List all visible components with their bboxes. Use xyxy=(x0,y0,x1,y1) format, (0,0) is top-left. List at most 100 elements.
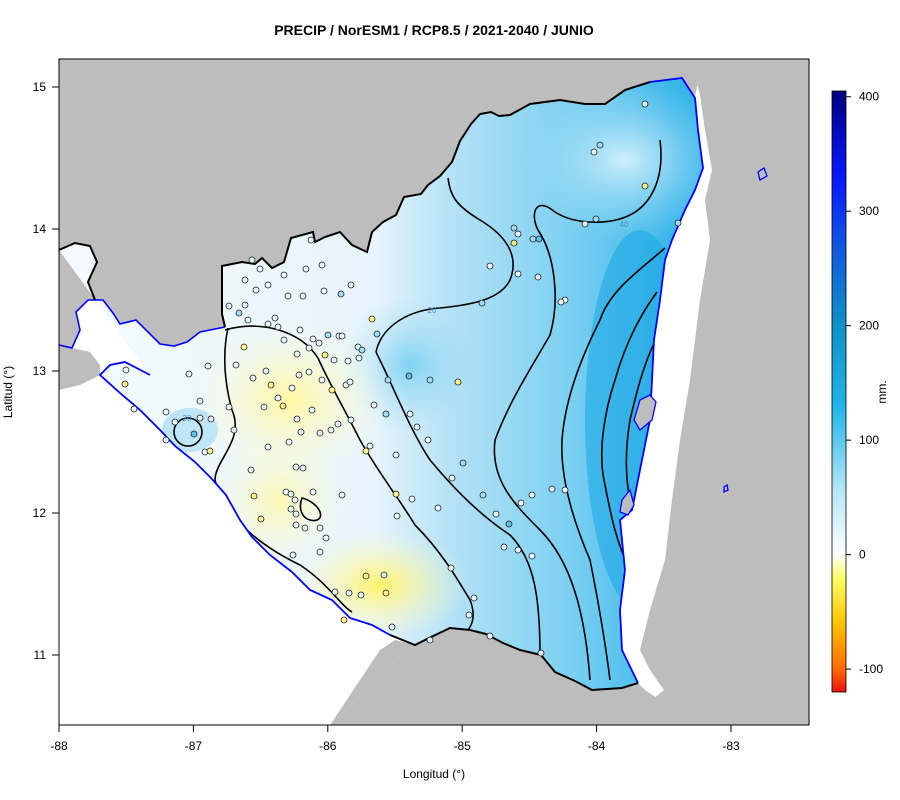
station-marker xyxy=(285,438,293,446)
contour-line-20 xyxy=(375,177,514,353)
station-marker xyxy=(347,281,355,289)
station-marker xyxy=(322,534,330,542)
station-marker xyxy=(280,336,288,344)
station-marker xyxy=(321,351,329,359)
station-marker xyxy=(561,486,569,494)
station-marker xyxy=(548,485,556,493)
station-marker xyxy=(413,423,421,431)
station-marker xyxy=(162,436,170,444)
station-marker xyxy=(641,182,649,190)
colorbar-tick-label: 100 xyxy=(859,433,879,447)
station-marker xyxy=(478,299,486,307)
station-marker xyxy=(392,490,400,498)
station-marker xyxy=(257,515,265,523)
station-marker xyxy=(592,215,600,223)
station-marker xyxy=(382,589,390,597)
station-marker xyxy=(384,376,392,384)
contour-label-20-west: 20 xyxy=(183,414,192,423)
station-marker xyxy=(528,552,536,560)
x-tick-label: -86 xyxy=(319,739,337,753)
gulf-fonseca-coast xyxy=(59,299,226,349)
station-marker xyxy=(327,426,335,434)
pacific-coastline xyxy=(98,361,391,636)
station-marker xyxy=(514,230,522,238)
station-marker xyxy=(292,510,300,518)
station-marker xyxy=(529,235,537,243)
station-marker xyxy=(535,235,543,243)
station-marker xyxy=(590,148,598,156)
station-marker xyxy=(247,466,255,474)
station-marker xyxy=(295,371,303,379)
station-marker xyxy=(448,474,456,482)
station-marker xyxy=(309,335,317,343)
station-marker xyxy=(207,415,215,423)
station-marker xyxy=(514,546,522,554)
y-tick-label: 12 xyxy=(33,506,47,520)
station-marker xyxy=(510,224,518,232)
station-marker xyxy=(424,436,432,444)
station-marker xyxy=(318,376,326,384)
station-marker xyxy=(293,415,301,423)
west-landmass xyxy=(59,345,100,390)
station-marker xyxy=(596,141,604,149)
station-marker xyxy=(267,381,275,389)
station-marker xyxy=(316,524,324,532)
costa-rica-border xyxy=(389,626,639,692)
x-tick-label: -87 xyxy=(185,739,203,753)
honduras-border xyxy=(59,81,651,328)
station-marker xyxy=(316,548,324,556)
station-marker xyxy=(514,270,522,278)
station-marker xyxy=(331,588,339,596)
station-marker xyxy=(492,510,500,518)
contour-line-20-south xyxy=(375,351,541,657)
lagoon-perlas xyxy=(619,488,635,516)
station-marker xyxy=(347,416,355,424)
precip-north-light-area xyxy=(515,78,703,245)
station-marker xyxy=(256,265,264,273)
station-marker xyxy=(479,491,487,499)
station-marker xyxy=(297,428,305,436)
station-marker xyxy=(264,443,272,451)
map-title: PRECIP / NorESM1 / RCP8.5 / 2021-2040 / … xyxy=(274,22,594,38)
station-marker xyxy=(305,368,313,376)
contour-label-40: 40 xyxy=(620,220,629,229)
station-marker xyxy=(289,551,297,559)
station-marker xyxy=(340,616,348,624)
station-marker xyxy=(388,623,396,631)
station-marker xyxy=(380,571,388,579)
station-marker xyxy=(284,292,292,300)
station-marker xyxy=(196,397,204,405)
station-marker xyxy=(338,332,346,340)
station-marker xyxy=(358,346,366,354)
station-marker xyxy=(235,309,243,317)
station-marker xyxy=(641,100,649,108)
station-marker xyxy=(334,420,342,428)
station-marker xyxy=(373,330,381,338)
contour-line-0 xyxy=(214,327,353,613)
station-marker xyxy=(324,331,332,339)
station-marker xyxy=(316,429,324,437)
station-marker xyxy=(674,219,682,227)
station-marker xyxy=(248,256,256,264)
colorbar-tick-label: 300 xyxy=(859,204,879,218)
station-marker xyxy=(470,594,478,602)
station-marker xyxy=(293,350,301,358)
station-marker xyxy=(309,488,317,496)
station-marker xyxy=(260,403,268,411)
x-tick-label: -85 xyxy=(454,739,472,753)
station-marker xyxy=(206,447,214,455)
y-tick-label: 13 xyxy=(33,364,47,378)
station-marker xyxy=(454,378,462,386)
station-marker xyxy=(252,286,260,294)
honduras-landmass xyxy=(59,59,809,346)
station-marker xyxy=(196,414,204,422)
station-marker xyxy=(534,273,542,281)
contour-line-60 xyxy=(561,247,666,681)
station-marker xyxy=(434,504,442,512)
station-marker xyxy=(299,464,307,472)
station-marker xyxy=(486,262,494,270)
station-marker xyxy=(318,261,326,269)
contour-label-20: 20 xyxy=(428,306,437,315)
y-tick-label: 14 xyxy=(33,222,47,236)
station-marker xyxy=(225,302,233,310)
